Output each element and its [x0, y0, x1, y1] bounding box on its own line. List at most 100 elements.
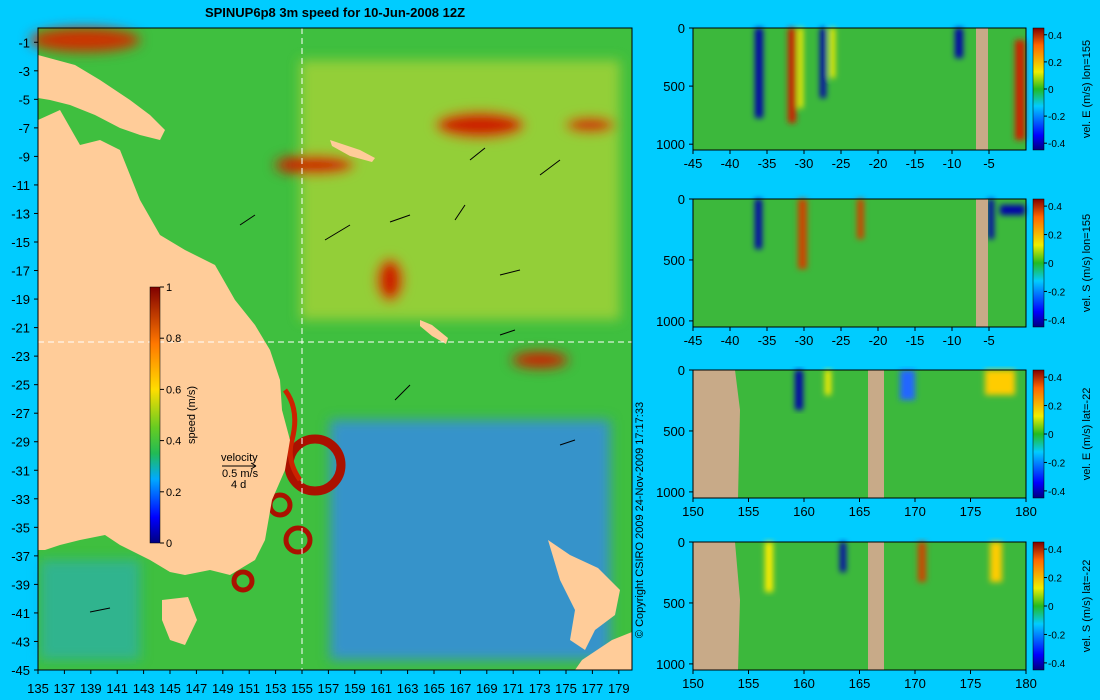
streak-positive — [825, 370, 831, 395]
map-y-tick-label: -3 — [18, 64, 30, 79]
section-land — [976, 28, 988, 150]
map-x-tick-label: 135 — [27, 681, 49, 696]
map-y-tick-label: -9 — [18, 149, 30, 164]
map-y-tick-label: -43 — [11, 634, 30, 649]
map-y-tick-label: -11 — [12, 178, 30, 193]
panel-y-tick-label: 500 — [663, 424, 685, 439]
panel-streaks — [755, 28, 1025, 140]
streak-negative — [840, 542, 846, 572]
panel-x-tick-label: -35 — [758, 156, 777, 171]
panel-streaks — [795, 370, 1015, 410]
panel-colorbar — [1032, 369, 1045, 499]
panel-x-tick-label: -10 — [943, 333, 962, 348]
panel-x-tick-label: -25 — [832, 333, 851, 348]
map-x-tick-label: 145 — [159, 681, 181, 696]
panel-y-tick-label: 500 — [663, 596, 685, 611]
speed-colorbar-ticks: 1 0.8 0.6 0.4 0.2 0 — [160, 282, 181, 550]
map-x-tick-label: 147 — [186, 681, 208, 696]
panel-colorbar-tick-label: 0.2 — [1048, 574, 1062, 585]
jet-core-coral — [376, 258, 404, 302]
panel-colorbar-tick-label: -0.2 — [1048, 112, 1066, 123]
panel-frame — [692, 198, 1027, 328]
panel-x-tick-label: -30 — [795, 156, 814, 171]
map-y-tick-label: -35 — [11, 520, 30, 535]
section-panels: -45 -40 -35 -30 -25 -20 -15 -10 -5 0 500 1000 0.4 0.2… — [656, 21, 1093, 691]
panel-y-tick-label: 1000 — [656, 314, 685, 329]
panel-y-tick-label: 1000 — [656, 485, 685, 500]
panel-x-tick-label: 180 — [1015, 676, 1037, 691]
panel-x-tick-label: -15 — [906, 156, 925, 171]
velocity-legend-arrowhead — [250, 462, 257, 470]
panel-x-tick-label: 180 — [1015, 504, 1037, 519]
map-y-tick-label: -19 — [11, 292, 30, 307]
speed-colorbar-tick-label: 0.8 — [166, 333, 181, 345]
streak-negative — [820, 28, 826, 98]
velocity-arrow — [499, 269, 521, 276]
speed-colorbar-label: speed (m/s) — [186, 386, 198, 444]
map-x-tick-label: 179 — [608, 681, 630, 696]
map-x-tick-label: 161 — [370, 681, 392, 696]
north-island-nz — [548, 540, 620, 650]
eddy-ring-30s — [284, 434, 346, 496]
velocity-arrow — [499, 329, 516, 336]
velocity-arrow — [239, 214, 256, 226]
panel-variable-label: vel. E (m/s) lon=155 — [1081, 40, 1093, 138]
panel-colorbar-tick-label: 0 — [1048, 259, 1054, 270]
section-land — [868, 370, 884, 498]
velocity-arrow — [324, 224, 351, 241]
streak-negative — [755, 199, 762, 249]
panel-x-tick-label: -15 — [906, 333, 925, 348]
panel-colorbar-tick-label: 0.2 — [1048, 231, 1062, 242]
jet-core-11s — [275, 155, 355, 175]
panel-x-tick-label: -5 — [983, 156, 995, 171]
jet-core-north — [435, 111, 525, 139]
map-y-tick-label: -31 — [11, 463, 30, 478]
section-panel-vel-e-lon155: -45 -40 -35 -30 -25 -20 -15 -10 -5 0 500 1000 0.4 0.2… — [656, 21, 1093, 171]
speed-map: SPINUP6p8 3m speed for 10-Jun-2008 12Z — [11, 5, 633, 696]
map-x-tick-label: 175 — [555, 681, 577, 696]
velocity-arrow — [539, 159, 561, 176]
south-island-nz — [575, 632, 632, 670]
section-land — [868, 542, 884, 670]
map-y-tick-label: -39 — [11, 577, 30, 592]
map-x-tick-label: 165 — [423, 681, 445, 696]
map-y-axis: -1 -3 -5 -7 -9 -11 -13 -15 -17 -19 -21 -23 -25 -27 -29… — [11, 35, 38, 678]
northern-high-speed-band — [300, 60, 620, 320]
panel-variable-label: vel. E (m/s) lat=-22 — [1081, 388, 1093, 481]
panel-colorbar-tick-label: 0.4 — [1048, 545, 1062, 556]
map-x-tick-label: 167 — [450, 681, 472, 696]
speed-colorbar-bar — [149, 286, 161, 544]
panel-x-tick-label: 175 — [960, 504, 982, 519]
map-x-tick-label: 171 — [502, 681, 524, 696]
map-x-tick-label: 169 — [476, 681, 498, 696]
map-y-tick-label: -33 — [11, 492, 30, 507]
panel-colorbar-tick-label: 0.2 — [1048, 402, 1062, 413]
panel-x-tick-label: 150 — [682, 676, 704, 691]
map-x-tick-label: 157 — [318, 681, 340, 696]
map-y-tick-label: -21 — [11, 321, 30, 336]
panel-x-tick-label: 165 — [849, 676, 871, 691]
panel-x-tick-label: 165 — [849, 504, 871, 519]
map-x-tick-label: 155 — [291, 681, 313, 696]
map-speed-patches — [30, 28, 620, 660]
panel-colorbar-tick-label: -0.2 — [1048, 287, 1066, 298]
panel-colorbar — [1032, 541, 1045, 671]
panel-field — [693, 28, 1026, 150]
speed-colorbar-tick-label: 0.4 — [166, 436, 181, 448]
map-x-tick-label: 151 — [238, 681, 260, 696]
panel-colorbar-tick-label: -0.4 — [1048, 659, 1066, 670]
panel-x-tick-label: 160 — [793, 676, 815, 691]
panel-colorbar-tick-label: -0.4 — [1048, 316, 1066, 327]
velocity-arrow — [89, 607, 111, 613]
panel-x-tick-label: -45 — [684, 156, 703, 171]
map-x-tick-label: 143 — [133, 681, 155, 696]
map-y-tick-label: -7 — [18, 121, 30, 136]
section-panel-vel-s-lat22: 150 155 160 165 170 175 180 0 500 1000 0.4 0.2 0 -0.2… — [656, 535, 1093, 691]
panel-x-tick-label: -25 — [832, 156, 851, 171]
panel-streaks — [755, 199, 1025, 269]
streak-positive — [798, 28, 803, 108]
streak-negative — [988, 199, 994, 239]
speed-colorbar-tick-label: 0 — [166, 538, 172, 550]
map-title: SPINUP6p8 3m speed for 10-Jun-2008 12Z — [205, 5, 465, 20]
map-x-tick-label: 149 — [212, 681, 234, 696]
